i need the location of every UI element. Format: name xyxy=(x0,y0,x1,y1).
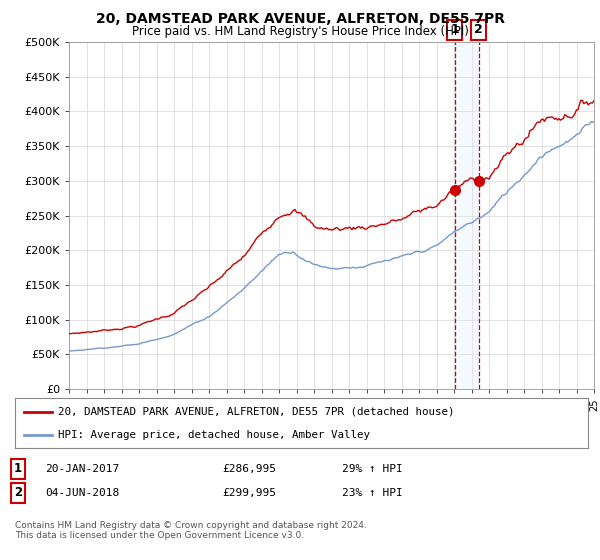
Text: Contains HM Land Registry data © Crown copyright and database right 2024.
This d: Contains HM Land Registry data © Crown c… xyxy=(15,521,367,540)
Text: 2: 2 xyxy=(475,24,483,36)
Text: 2: 2 xyxy=(14,486,22,500)
Text: 1: 1 xyxy=(14,462,22,475)
Text: 04-JUN-2018: 04-JUN-2018 xyxy=(45,488,119,498)
Text: 20, DAMSTEAD PARK AVENUE, ALFRETON, DE55 7PR: 20, DAMSTEAD PARK AVENUE, ALFRETON, DE55… xyxy=(95,12,505,26)
Text: HPI: Average price, detached house, Amber Valley: HPI: Average price, detached house, Ambe… xyxy=(58,431,370,440)
Text: 23% ↑ HPI: 23% ↑ HPI xyxy=(342,488,403,498)
Text: Price paid vs. HM Land Registry's House Price Index (HPI): Price paid vs. HM Land Registry's House … xyxy=(131,25,469,38)
Text: £286,995: £286,995 xyxy=(222,464,276,474)
Text: 20, DAMSTEAD PARK AVENUE, ALFRETON, DE55 7PR (detached house): 20, DAMSTEAD PARK AVENUE, ALFRETON, DE55… xyxy=(58,407,454,417)
Text: £299,995: £299,995 xyxy=(222,488,276,498)
Text: 1: 1 xyxy=(451,24,460,36)
Text: 20-JAN-2017: 20-JAN-2017 xyxy=(45,464,119,474)
Bar xyxy=(455,42,479,389)
Text: 29% ↑ HPI: 29% ↑ HPI xyxy=(342,464,403,474)
